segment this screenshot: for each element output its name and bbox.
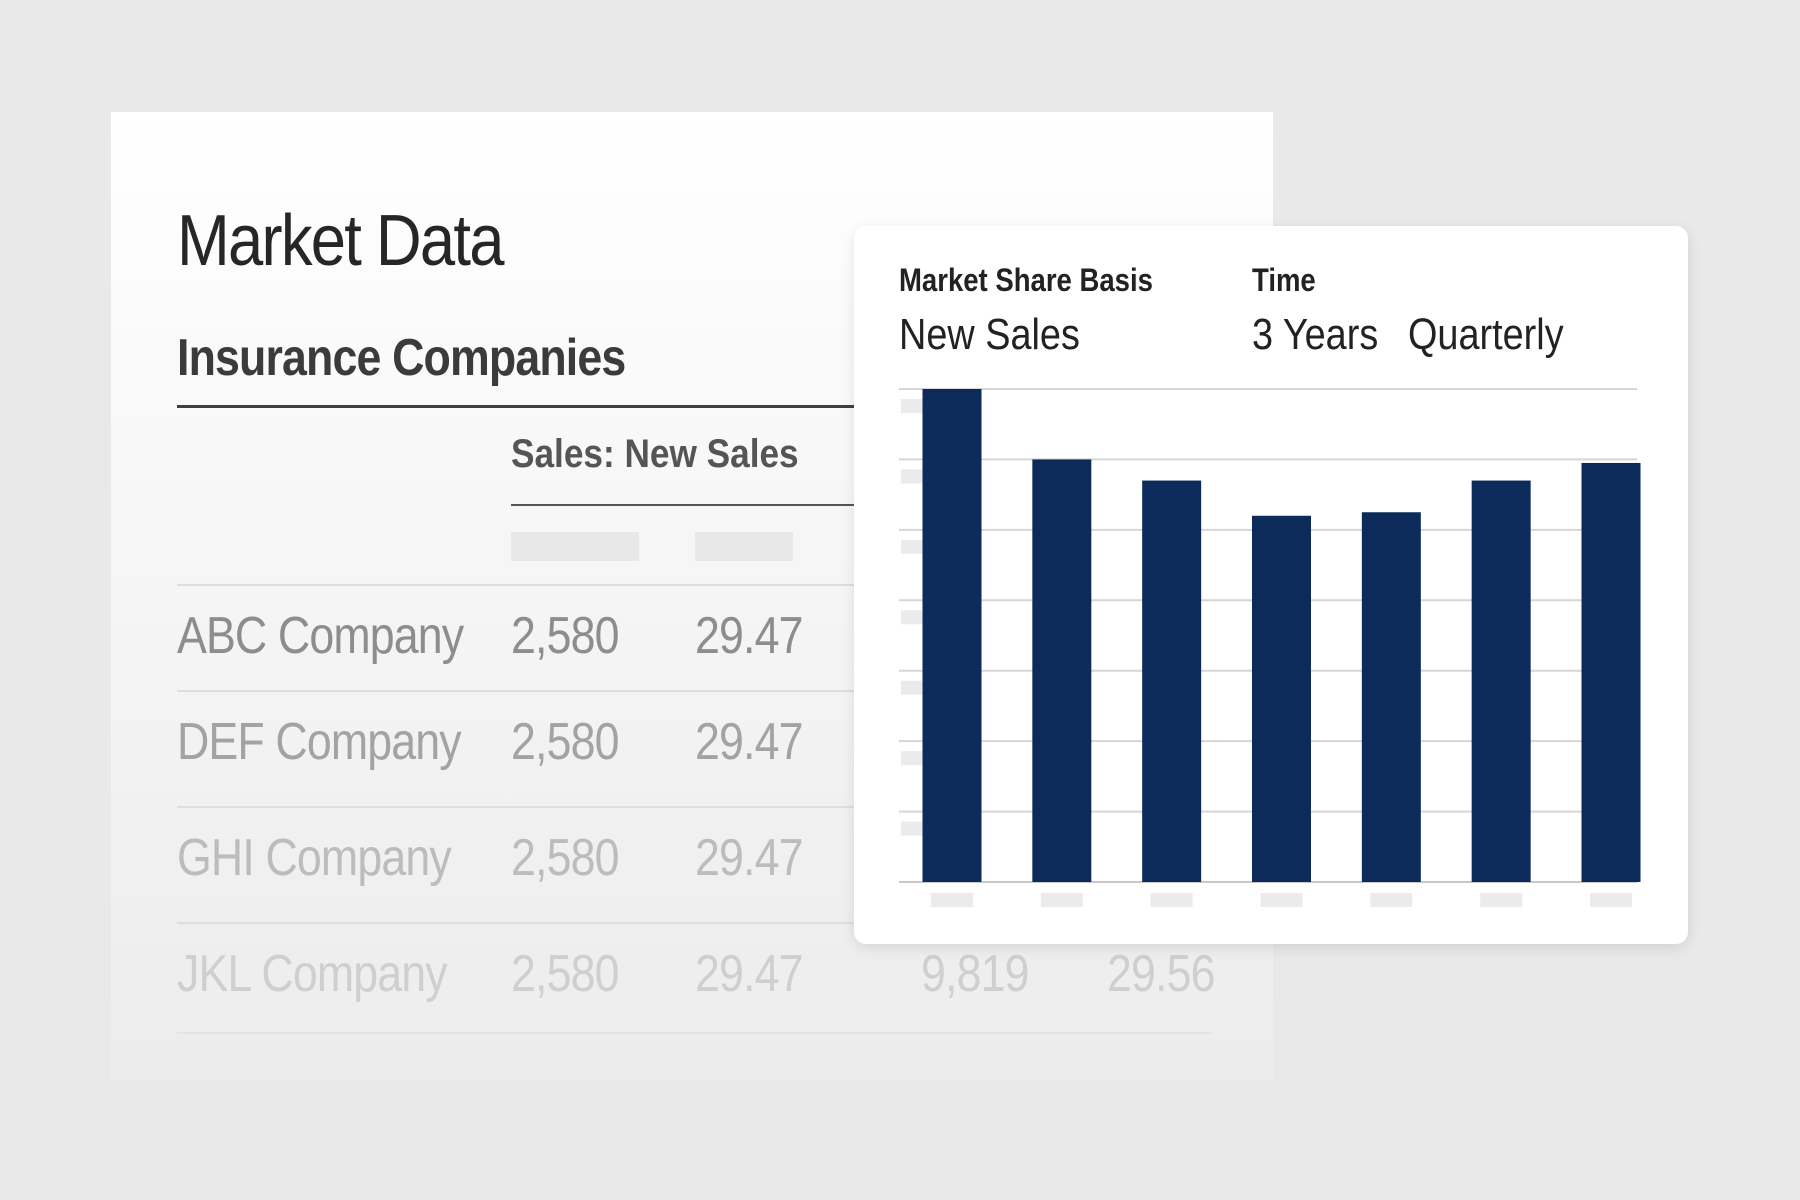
chart-card: Market Share Basis New Sales Time 3 Year… <box>854 226 1688 944</box>
column-group-divider <box>511 504 981 506</box>
bar <box>1142 480 1202 882</box>
table-cell-value: 2,580 <box>511 713 619 771</box>
table-cell-value: 29.47 <box>695 607 803 665</box>
bar <box>1361 512 1421 882</box>
column-header-placeholder <box>511 532 639 561</box>
x-tick-label-placeholder <box>1260 893 1303 907</box>
table-cell-value: 29.47 <box>695 713 803 771</box>
table-cell-value: 29.47 <box>695 829 803 887</box>
column-group-header: Sales: New Sales <box>511 432 799 476</box>
bar <box>1471 480 1531 882</box>
x-tick-label-placeholder <box>1590 893 1632 907</box>
basis-label: Market Share Basis <box>899 262 1153 298</box>
time-range-selector[interactable]: 3 Years <box>1252 310 1379 359</box>
bar <box>1032 459 1092 882</box>
table-cell-value: 2,580 <box>511 945 619 1003</box>
time-label: Time <box>1252 262 1316 298</box>
table-divider <box>177 806 1212 808</box>
x-tick-label-placeholder <box>931 893 973 907</box>
table-cell-company: GHI Company <box>177 829 452 887</box>
interval-selector[interactable]: Quarterly <box>1408 310 1564 359</box>
bar <box>1252 515 1311 882</box>
table-cell-value: 29.47 <box>695 945 803 1003</box>
bar <box>1581 462 1641 882</box>
table-divider <box>177 922 1212 924</box>
column-header-placeholder <box>695 532 793 561</box>
bar <box>922 389 982 882</box>
table-divider <box>177 584 1212 586</box>
table-cell-value: 29.56 <box>1107 945 1215 1003</box>
table-cell-company: JKL Company <box>177 945 448 1003</box>
table-divider <box>177 1032 1212 1034</box>
section-title: Insurance Companies <box>177 329 626 387</box>
table-cell-value: 9,819 <box>921 945 1029 1003</box>
page-title: Market Data <box>177 201 504 281</box>
table-cell-value: 2,580 <box>511 829 619 887</box>
table-cell-company: DEF Company <box>177 713 462 771</box>
x-tick-label-placeholder <box>1370 893 1413 907</box>
table-cell-value: 2,580 <box>511 607 619 665</box>
bar-chart <box>899 388 1641 907</box>
basis-selector[interactable]: New Sales <box>899 310 1080 359</box>
x-tick-label-placeholder <box>1150 893 1193 907</box>
section-divider <box>177 405 977 408</box>
table-divider <box>177 690 1212 692</box>
x-tick-label-placeholder <box>1480 893 1523 907</box>
table-cell-company: ABC Company <box>177 607 464 665</box>
x-tick-label-placeholder <box>1040 893 1083 907</box>
